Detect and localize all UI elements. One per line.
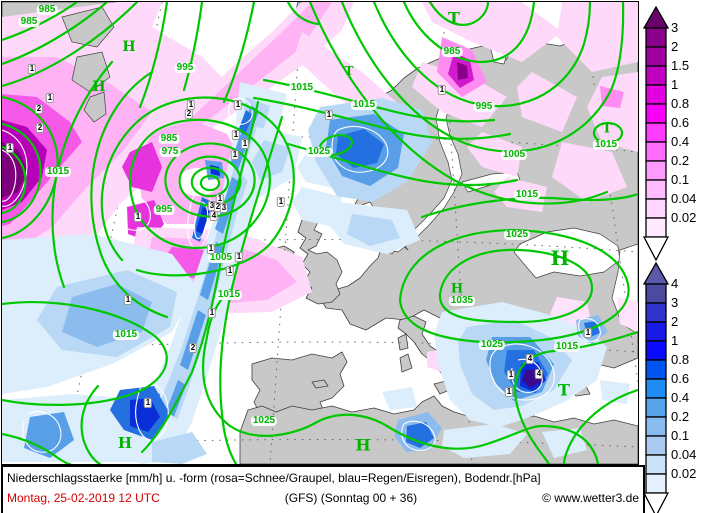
- gulf-of-finland: [461, 171, 521, 193]
- snow-scale-segment: [645, 122, 667, 143]
- snow-scale-tick-label: 0.2: [671, 153, 689, 168]
- snow-scale-segment: [645, 160, 667, 181]
- rain-scale: 4 3 2 1 0.8 0.6 0.4 0.2 0.1 0.04 0.02: [642, 261, 704, 513]
- rain-scale-segment: [645, 321, 667, 342]
- caption-credit: © www.wetter3.de: [542, 491, 639, 505]
- corsica: [397, 333, 409, 351]
- snow-scale-arrow-down: [642, 236, 670, 262]
- rain-scale-segment: [645, 340, 667, 361]
- snow-scale-tick-label: 0.1: [671, 172, 689, 187]
- rain-scale-tick-label: 4: [671, 276, 678, 291]
- rain-scale-segment: [645, 302, 667, 323]
- rain-scale-graphic: 4 3 2 1 0.8 0.6 0.4 0.2 0.1 0.04 0.02: [642, 261, 696, 513]
- snow-scale-segment: [645, 84, 667, 105]
- rain-scale-tick-label: 0.04: [671, 447, 696, 462]
- rain-scale-tick-label: 1: [671, 333, 678, 348]
- snow-scale-tick-label: 0.6: [671, 115, 689, 130]
- black-sea: [513, 227, 621, 279]
- caption-title: Niederschlagsstaerke [mm/h] u. -form (ro…: [7, 471, 541, 485]
- rain-scale-tick-label: 3: [671, 295, 678, 310]
- rain-scale-segment: [645, 359, 667, 380]
- rain-scale-tick-label: 0.2: [671, 409, 689, 424]
- caption-meta: Montag, 25-02-2019 12 UTC (GFS) (Sonntag…: [7, 488, 639, 508]
- snow-scale-segment: [645, 27, 667, 48]
- snow-scale-segment: [645, 103, 667, 124]
- snow-scale-arrow-up: [642, 5, 670, 29]
- rain-scale-segment: [645, 416, 667, 437]
- snow-scale-tick-label: 0.04: [671, 191, 696, 206]
- rain-scale-segment: [645, 454, 667, 475]
- snow-scale-segment: [645, 217, 667, 238]
- rain-scale-tick-label: 2: [671, 314, 678, 329]
- rain-scale-arrow-up: [642, 261, 670, 285]
- snow-scale-tick-label: 3: [671, 20, 678, 35]
- greenland-gaps: [61, 6, 115, 123]
- snow-scale-tick-label: 1: [671, 77, 678, 92]
- balearics: [311, 379, 329, 389]
- map-graphic: [2, 2, 638, 464]
- snow-scale-tick-label: 1.5: [671, 58, 689, 73]
- snow-scale-graphic: 3 2 1.5 1 0.8 0.6 0.4 0.2 0.1 0.04 0.02: [642, 5, 696, 262]
- rain-scale-tick-label: 0.8: [671, 352, 689, 367]
- rain-scale-tick-label: 0.1: [671, 428, 689, 443]
- rain-scale-segment: [645, 473, 667, 494]
- rain-scale-tick-label: 0.4: [671, 390, 689, 405]
- snow-scale-tick-label: 0.4: [671, 134, 689, 149]
- caption-date: Montag, 25-02-2019 12 UTC: [7, 491, 160, 505]
- snow-scale-segment: [645, 46, 667, 67]
- snow-scale: 3 2 1.5 1 0.8 0.6 0.4 0.2 0.1 0.04 0.02: [642, 5, 704, 262]
- rain-scale-segment: [645, 397, 667, 418]
- snow-scale-tick-label: 0.02: [671, 210, 696, 225]
- caption-box: Niederschlagsstaerke [mm/h] u. -form (ro…: [1, 465, 645, 513]
- snow-scale-segment: [645, 65, 667, 86]
- map-canvas: 985 985 995 985 975 995 1015 1015 1015 1025 1005 10…: [1, 1, 639, 465]
- snow-scale-segment: [645, 141, 667, 162]
- rain-scale-segment: [645, 378, 667, 399]
- caption-model-run: (GFS) (Sonntag 00 + 36): [284, 491, 418, 505]
- rain-scale-tick-label: 0.02: [671, 466, 696, 481]
- rain-scale-segment: [645, 435, 667, 456]
- iberia: [251, 351, 348, 421]
- rain-scale-arrow-down: [642, 492, 670, 513]
- snow-scale-tick-label: 0.8: [671, 96, 689, 111]
- snow-scale-segment: [645, 198, 667, 219]
- rain-scale-tick-label: 0.6: [671, 371, 689, 386]
- sardinia: [399, 353, 413, 373]
- rain-scale-segment: [645, 283, 667, 304]
- snow-scale-tick-label: 2: [671, 39, 678, 54]
- snow-scale-segment: [645, 179, 667, 200]
